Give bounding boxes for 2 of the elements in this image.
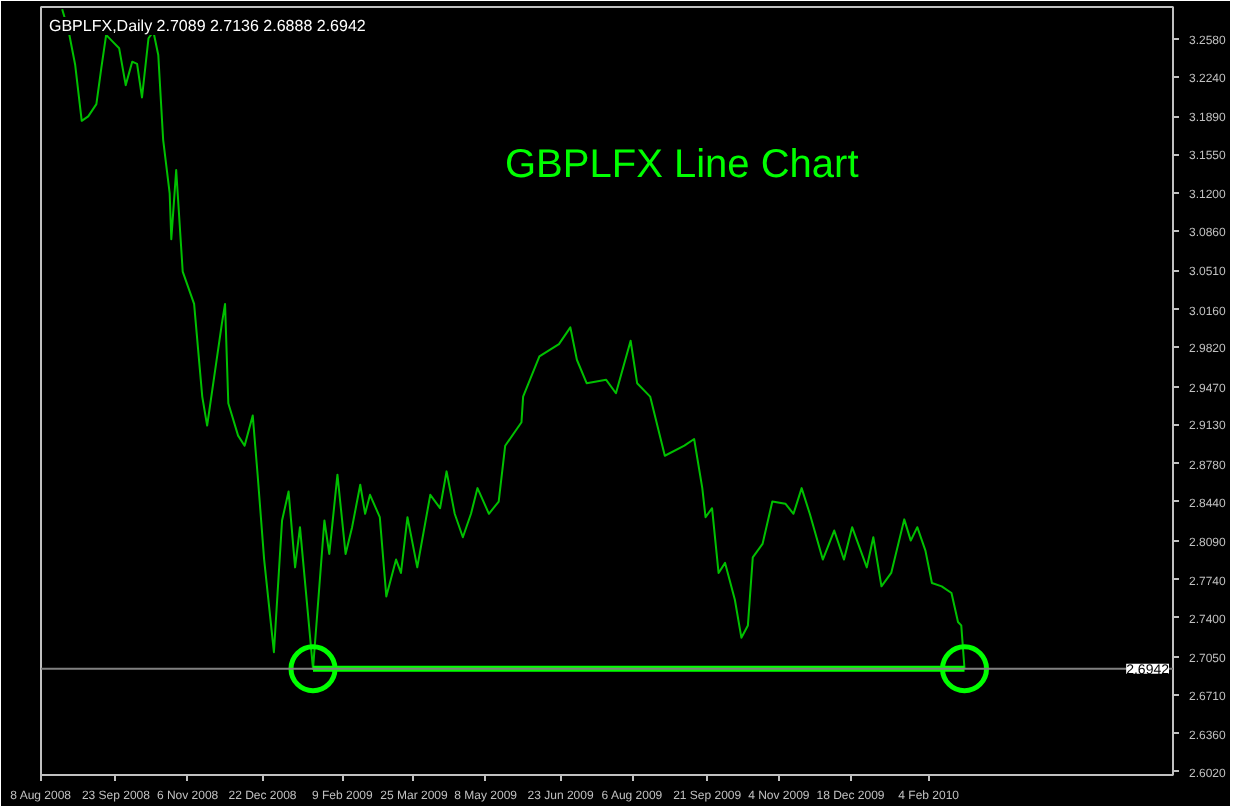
annotation: GBPLFX,Daily 2.7089 2.7136 2.6888 2.6942 [49, 17, 367, 35]
text: GBPLFX Line Chart [505, 143, 860, 187]
